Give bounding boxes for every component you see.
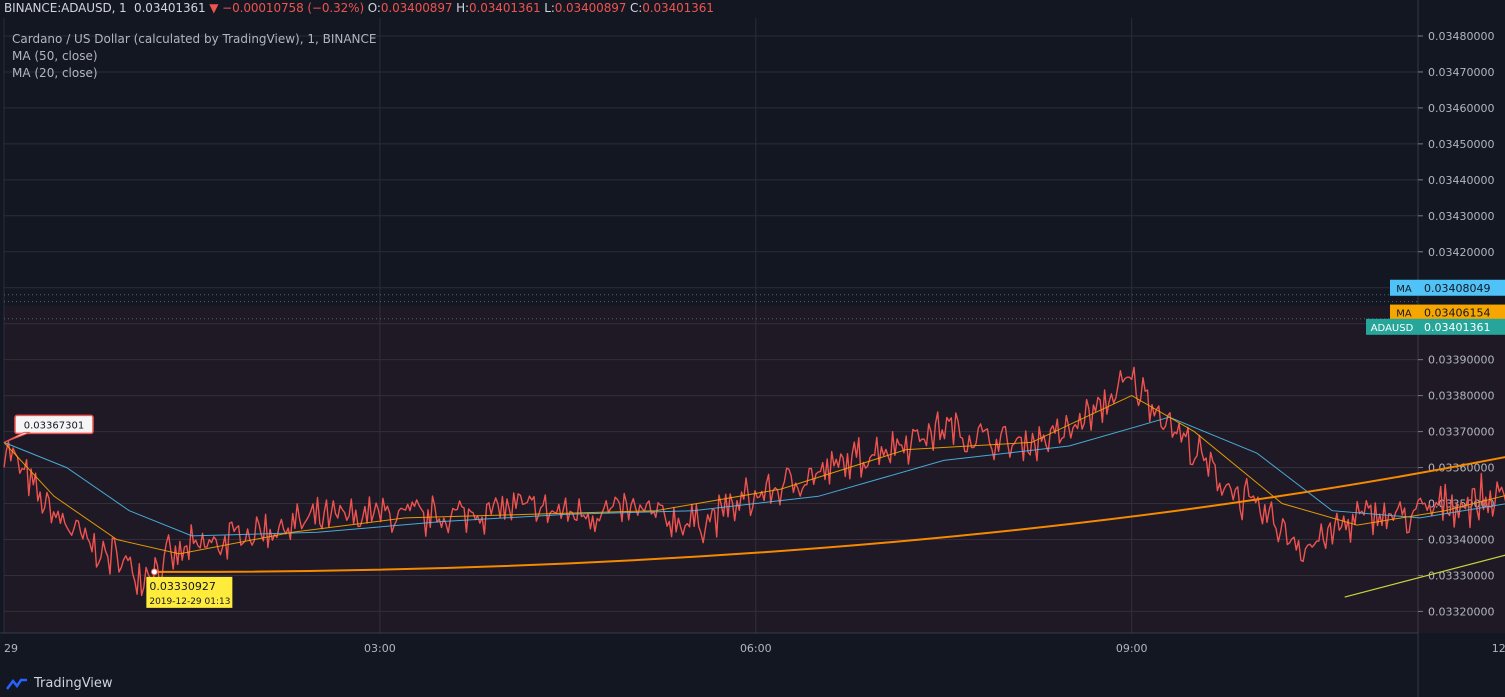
price-label-value: 0.03401361 [1424, 321, 1490, 334]
y-tick-label: 0.03340000 [1428, 533, 1494, 546]
price-label-value-bg [1418, 318, 1505, 335]
close-label: C: [630, 1, 643, 15]
y-tick-label: 0.03360000 [1428, 462, 1494, 475]
y-tick-label: 0.03430000 [1428, 210, 1494, 223]
callout-date: 2019-12-29 01:13 [149, 597, 230, 607]
high-label: H: [456, 1, 469, 15]
open-label: O: [367, 1, 381, 15]
price-label-value-bg [1418, 279, 1505, 296]
ma50-line [3, 416, 1505, 537]
y-tick-label: 0.03370000 [1428, 426, 1494, 439]
callout-price: 0.03330927 [149, 580, 215, 593]
price-series-bearish [3, 366, 1505, 597]
y-tick-label: 0.03320000 [1428, 605, 1494, 618]
x-tick-label: 29 [4, 642, 18, 655]
high-price-tag-pointer [3, 431, 31, 443]
price-label-value: 0.03408049 [1424, 282, 1490, 295]
legend-series-title[interactable]: Cardano / US Dollar (calculated by Tradi… [12, 32, 377, 46]
x-tick-label: 06:00 [740, 642, 772, 655]
price-label-tag-bg [1390, 304, 1418, 321]
tradingview-footer[interactable]: TradingView [6, 676, 113, 691]
high-price-tag-text: 0.03367301 [24, 420, 84, 431]
low-value: 0.03400897 [554, 1, 627, 15]
bear-shade [4, 305, 1505, 633]
price-label-value-bg [1418, 304, 1505, 321]
high-price-tag-bg [14, 414, 94, 435]
y-tick-label: 0.03470000 [1428, 66, 1494, 79]
price-change: ▼ −0.00010758 (−0.32%) [209, 1, 365, 15]
y-tick-label: 0.03330000 [1428, 569, 1494, 582]
y-tick-label: 0.03390000 [1428, 354, 1494, 367]
close-value: 0.03401361 [642, 1, 714, 15]
high-price-tag: 0.03367301 [3, 414, 94, 443]
callout-bg [146, 576, 233, 608]
price-callout-yellow: 0.03330927 2019-12-29 01:13 [146, 568, 233, 608]
ma20-line [3, 395, 1505, 555]
callout-anchor-dot [150, 568, 158, 576]
tradingview-brand: TradingView [34, 676, 113, 691]
price-label-ma: MA 0.03406154 [1390, 304, 1505, 321]
ohlc-header: BINANCE:ADAUSD, 1 0.03401361 ▼ −0.000107… [4, 1, 714, 15]
price-label-value: 0.03406154 [1424, 307, 1490, 320]
price-label-tag: MA [1396, 309, 1412, 320]
price-label-tag: ADAUSD [1371, 323, 1414, 334]
price-label-ma: MA 0.03408049 [1390, 279, 1505, 296]
y-tick-label: 0.03440000 [1428, 174, 1494, 187]
y-tick-label: 0.03480000 [1428, 30, 1494, 43]
x-tick-label: 09:00 [1116, 642, 1148, 655]
price-label-adausd: ADAUSD 0.03401361 [1366, 318, 1505, 335]
legend-ma20[interactable]: MA (20, close) [12, 66, 98, 80]
high-value: 0.03401361 [468, 1, 541, 15]
low-label: L: [544, 1, 555, 15]
open-value: 0.03400897 [380, 1, 453, 15]
tradingview-logo-icon [6, 678, 27, 690]
y-tick-label: 0.03450000 [1428, 138, 1494, 151]
x-tick-label: 12:00 [1492, 642, 1505, 655]
price-label-tag-bg [1366, 318, 1418, 335]
y-tick-label: 0.03380000 [1428, 390, 1494, 403]
y-tick-label: 0.03420000 [1428, 246, 1494, 259]
x-tick-label: 03:00 [364, 642, 396, 655]
price-label-tag-bg [1390, 279, 1418, 296]
symbol-label[interactable]: BINANCE:ADAUSD, 1 [4, 1, 127, 15]
y-tick-label: 0.03460000 [1428, 102, 1494, 115]
rising-arc-drawing [154, 456, 1505, 573]
legend-ma50[interactable]: MA (50, close) [12, 49, 98, 63]
price-label-tag: MA [1396, 284, 1412, 295]
last-price: 0.03401361 [134, 1, 206, 15]
